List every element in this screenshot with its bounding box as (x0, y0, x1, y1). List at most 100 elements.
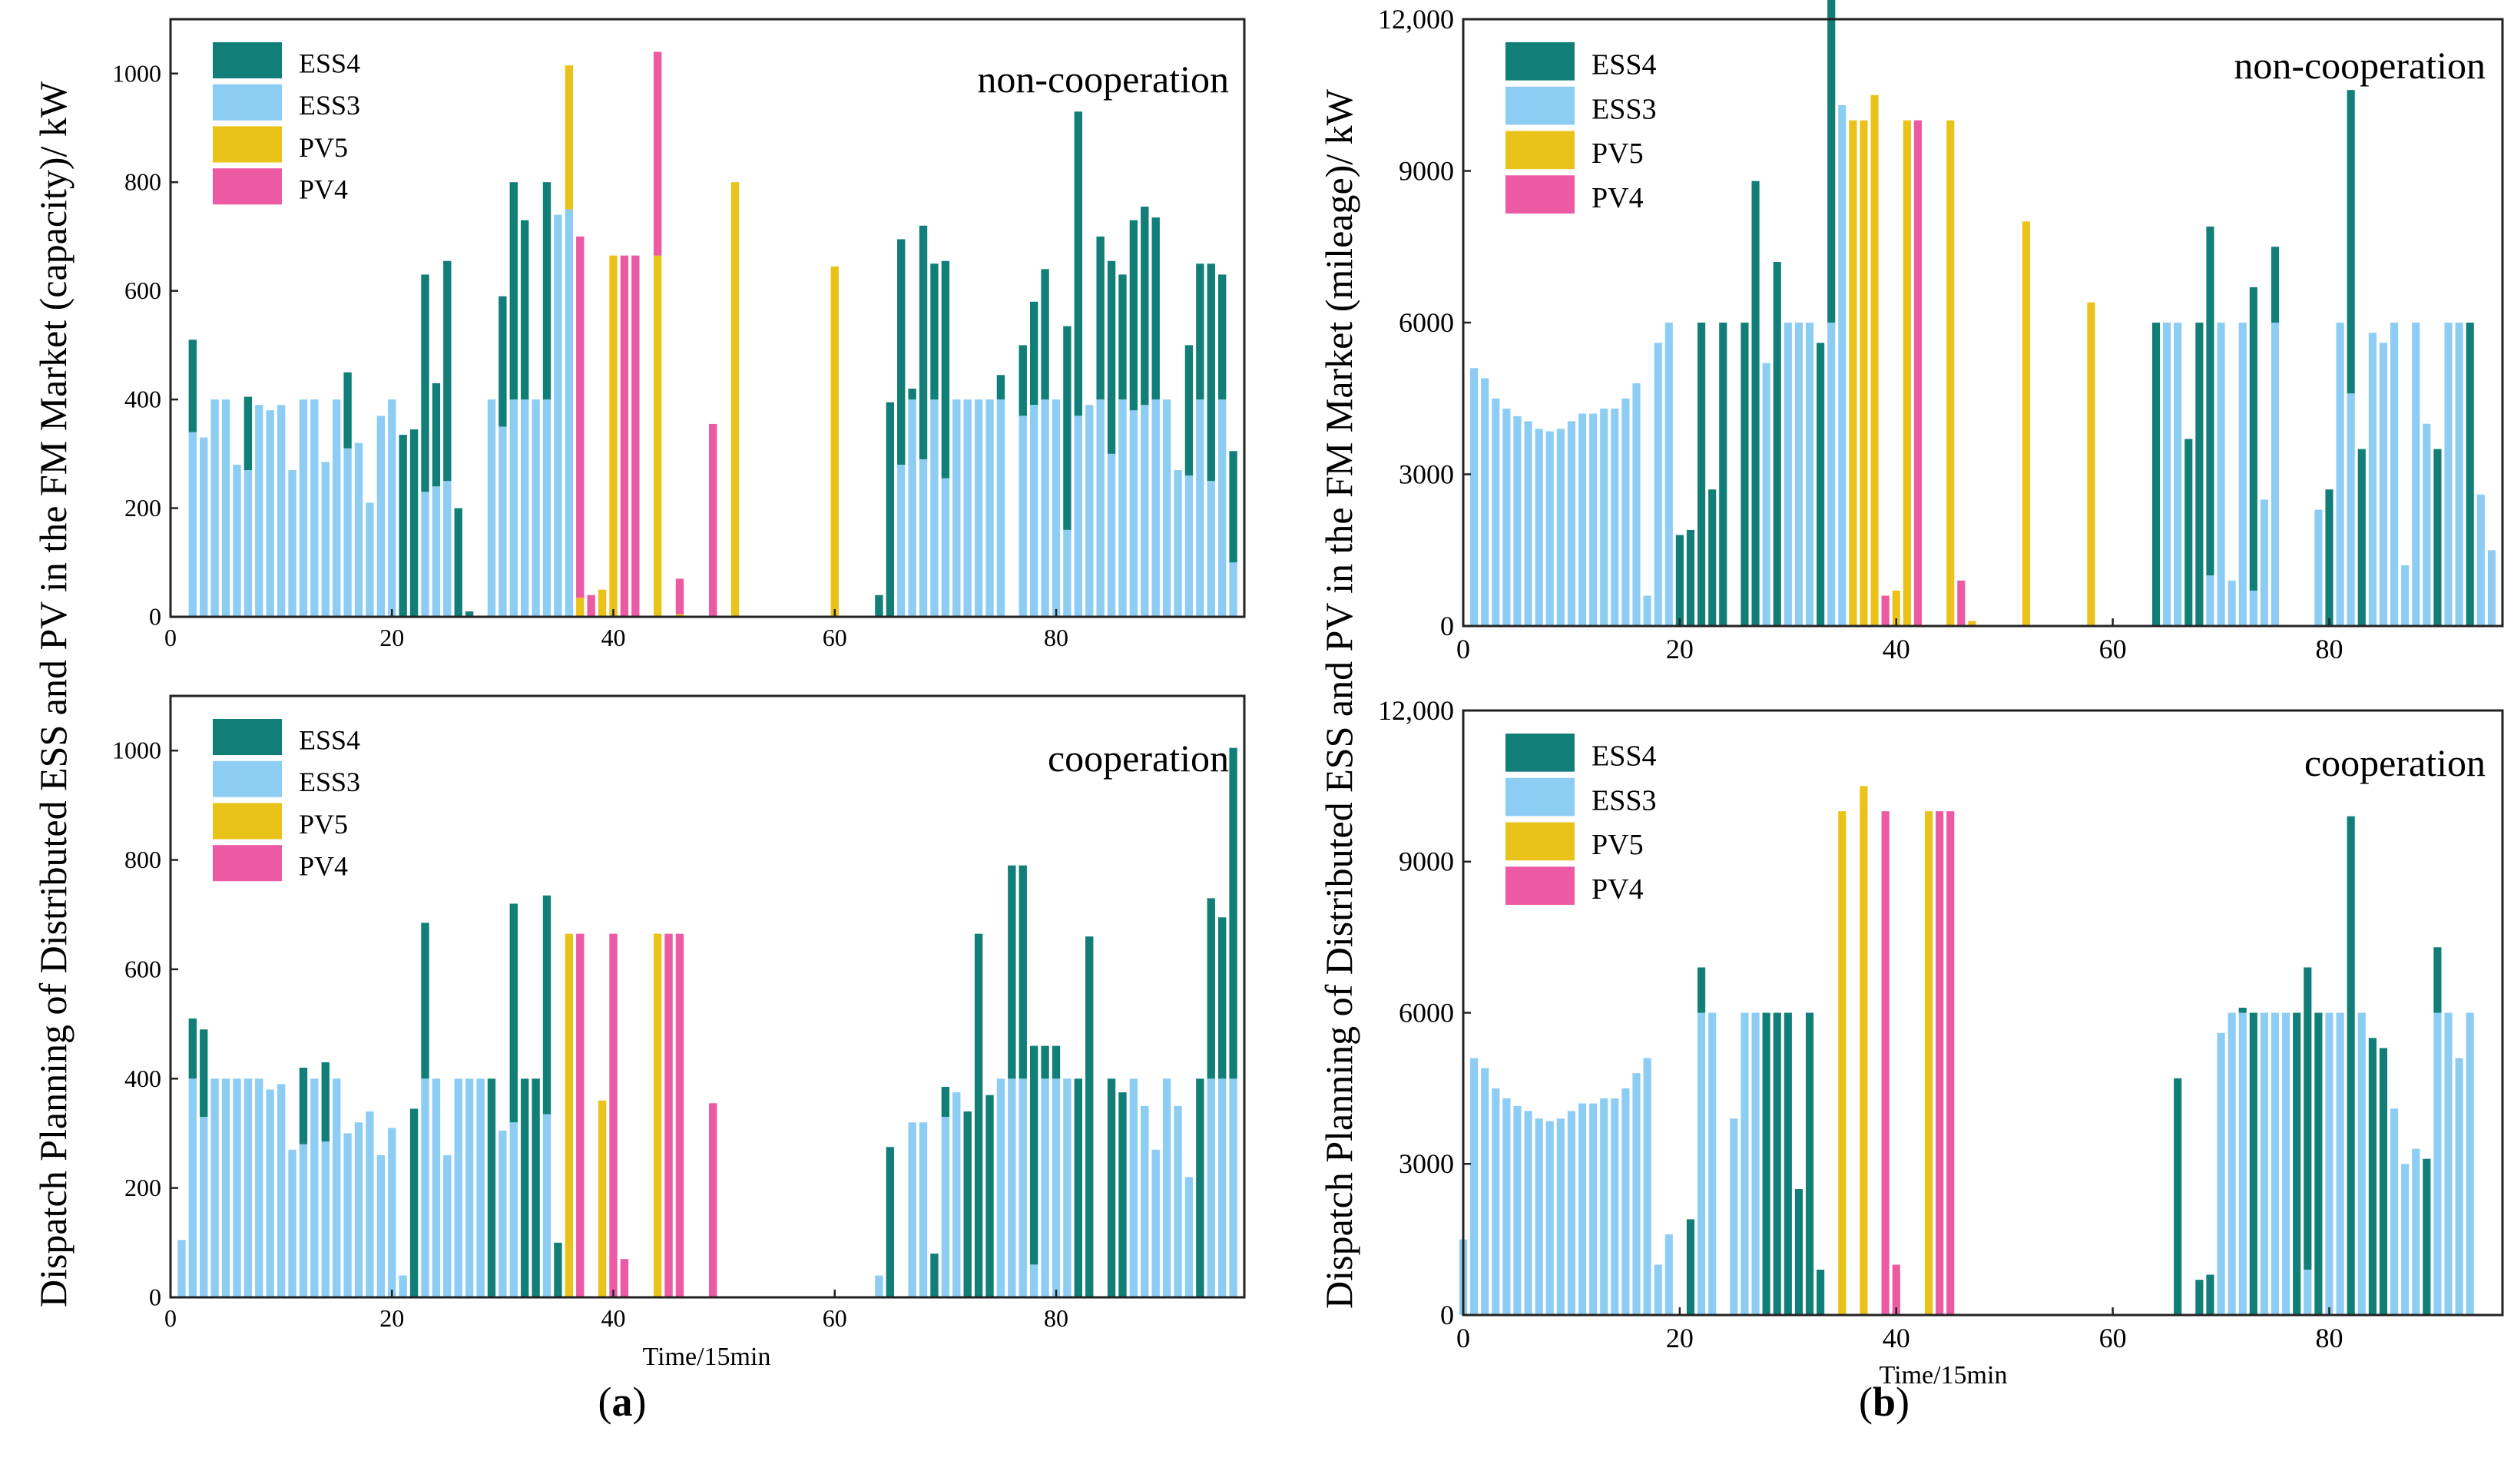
bar-ess3-a-top-t79 (1041, 399, 1049, 617)
bar-ess3-a-bottom-t6 (233, 1078, 241, 1297)
bar-ess3-a-top-t88 (1141, 405, 1149, 617)
bar-pv5-a-top-t44 (653, 255, 662, 617)
bar-ess3-a-top-t69 (930, 399, 939, 617)
x-tick-label-a-bottom-1: 20 (379, 1304, 404, 1332)
bar-ess4-b-bottom-t72 (2238, 1007, 2247, 1013)
legend-label-pv5-a-bottom: PV5 (299, 809, 348, 840)
bar-ess4-a-top-t78 (1029, 301, 1038, 406)
bar-pv5-b-top-t52 (2022, 221, 2030, 627)
y-tick-label-a-bottom-3: 600 (124, 955, 161, 982)
legend-label-pv5-b-top: PV5 (1592, 137, 1644, 170)
bar-ess3-a-top-t95 (1217, 399, 1227, 617)
legend-swatch-pv5-b-bottom (1505, 822, 1575, 861)
bar-ess3-a-top-t66 (897, 464, 906, 617)
bar-ess4-a-top-t96 (1229, 451, 1237, 563)
bar-ess3-b-top-t71 (2227, 580, 2236, 626)
bar-ess4-a-top-t22 (409, 429, 419, 617)
bar-ess4-a-top-t25 (443, 260, 452, 482)
bar-ess3-b-top-t81 (2336, 323, 2344, 626)
bar-ess3-b-bottom-t19 (1664, 1234, 1673, 1315)
bar-ess3-a-top-t81 (1063, 529, 1072, 617)
bar-pv4-a-top-t38 (587, 595, 595, 617)
bar-pv4-a-top-t49 (709, 423, 717, 617)
x-tick-label-b-bottom-4: 80 (2316, 1323, 2343, 1353)
bar-ess4-b-bottom-t69 (2206, 1274, 2214, 1315)
bar-ess3-b-top-t91 (2444, 323, 2453, 626)
bar-pv5-b-top-t58 (2087, 302, 2095, 626)
bar-ess3-b-bottom-t76 (2282, 1012, 2290, 1315)
bar-ess4-b-top-t29 (1773, 262, 1781, 626)
x-tick-label-a-top-3: 60 (823, 624, 847, 651)
bar-ess3-b-top-t18 (1654, 343, 1662, 626)
bar-ess3-a-top-t23 (421, 492, 429, 617)
bar-ess4-b-bottom-t85 (2379, 1048, 2388, 1315)
bar-ess4-a-top-t92 (1184, 345, 1194, 476)
bar-ess3-a-bottom-t89 (1151, 1149, 1160, 1297)
bar-ess3-a-top-t35 (554, 214, 562, 617)
bar-pv5-a-top-t60 (830, 266, 839, 617)
bar-ess3-a-bottom-t91 (1174, 1105, 1182, 1297)
bar-ess3-a-top-t17 (354, 442, 363, 617)
bar-ess4-a-top-t66 (897, 239, 906, 465)
x-tick-label-a-bottom-4: 80 (1044, 1304, 1068, 1332)
y-tick-label-a-top-1: 200 (124, 494, 161, 522)
bar-ess4-a-top-t88 (1141, 207, 1149, 406)
legend-label-ess4-b-bottom: ESS4 (1592, 740, 1656, 773)
bar-ess4-a-bottom-t73 (974, 933, 983, 1297)
bar-ess3-b-top-t11 (1578, 413, 1587, 626)
bar-ess3-b-bottom-t92 (2455, 1058, 2463, 1315)
bar-ess3-b-bottom-t25 (1730, 1118, 1738, 1315)
bar-ess3-b-bottom-t88 (2412, 1148, 2420, 1315)
bar-ess3-a-top-t10 (277, 405, 286, 617)
bar-pv5-b-top-t40 (1892, 590, 1900, 626)
bar-ess3-a-top-t31 (509, 399, 518, 617)
bar-ess4-b-top-t83 (2357, 449, 2366, 626)
bar-ess3-a-top-t14 (321, 462, 330, 617)
bar-ess3-a-bottom-t13 (310, 1078, 319, 1297)
bar-ess4-a-top-t84 (1096, 236, 1105, 400)
bar-ess3-b-bottom-t2 (1481, 1068, 1489, 1315)
bar-ess4-b-top-t26 (1741, 323, 1749, 626)
bar-ess3-b-top-t1 (1470, 368, 1479, 626)
x-tick-label-b-bottom-0: 0 (1456, 1323, 1470, 1353)
bar-ess3-b-top-t4 (1502, 408, 1511, 626)
bar-ess3-a-bottom-t23 (421, 1078, 429, 1297)
bar-ess3-a-top-t93 (1196, 399, 1204, 617)
bar-ess4-a-bottom-t78 (1029, 1045, 1038, 1265)
chart-title-a-bottom: cooperation (1048, 737, 1229, 780)
bar-ess4-a-top-t87 (1129, 220, 1138, 411)
bar-ess3-a-top-t12 (299, 399, 308, 617)
bar-pv5-b-bottom-t37 (1860, 786, 1868, 1316)
bar-ess3-b-bottom-t8 (1545, 1121, 1554, 1315)
bar-ess4-b-top-t67 (2184, 439, 2193, 626)
bar-ess3-b-bottom-t15 (1621, 1088, 1630, 1316)
bar-pv5-b-top-t37 (1860, 120, 1868, 627)
legend-swatch-ess3-b-top (1505, 86, 1575, 125)
bar-ess3-a-top-t33 (532, 399, 540, 617)
legend-label-ess4-a-top: ESS4 (299, 48, 360, 78)
bar-ess4-a-bottom-t80 (1052, 1045, 1061, 1079)
bar-ess3-b-bottom-t6 (1524, 1111, 1532, 1315)
bar-ess3-b-bottom-t5 (1513, 1105, 1522, 1315)
bar-ess3-a-top-t15 (333, 399, 341, 617)
legend-swatch-ess4-b-bottom (1505, 734, 1575, 772)
bar-ess3-a-top-t34 (542, 399, 551, 617)
bar-ess4-a-top-t77 (1019, 345, 1027, 416)
bar-ess4-b-top-t64 (2151, 323, 2161, 626)
bar-ess3-b-bottom-t78 (2304, 1269, 2312, 1315)
bar-ess4-b-bottom-t77 (2293, 1012, 2301, 1315)
bar-ess3-a-top-t6 (233, 464, 241, 617)
bar-ess4-a-top-t31 (509, 182, 518, 400)
bar-ess4-b-bottom-t78 (2304, 967, 2312, 1270)
bar-ess4-b-bottom-t68 (2195, 1280, 2204, 1315)
bar-ess3-b-bottom-t12 (1589, 1103, 1598, 1315)
bar-ess4-a-top-t85 (1107, 260, 1116, 454)
bar-ess4-a-top-t70 (941, 260, 950, 479)
bar-ess3-b-top-t94 (2476, 494, 2485, 626)
bar-ess4-b-top-t69 (2206, 226, 2214, 576)
bar-ess3-a-bottom-t14 (321, 1141, 330, 1297)
chart-b-bottom: 0 3000 6000 9000 12,000 0 20 40 60 80 cooperation E… (1378, 695, 2504, 1353)
x-tick-label-b-bottom-2: 40 (1883, 1323, 1910, 1353)
bar-ess3-b-top-t2 (1481, 378, 1489, 626)
